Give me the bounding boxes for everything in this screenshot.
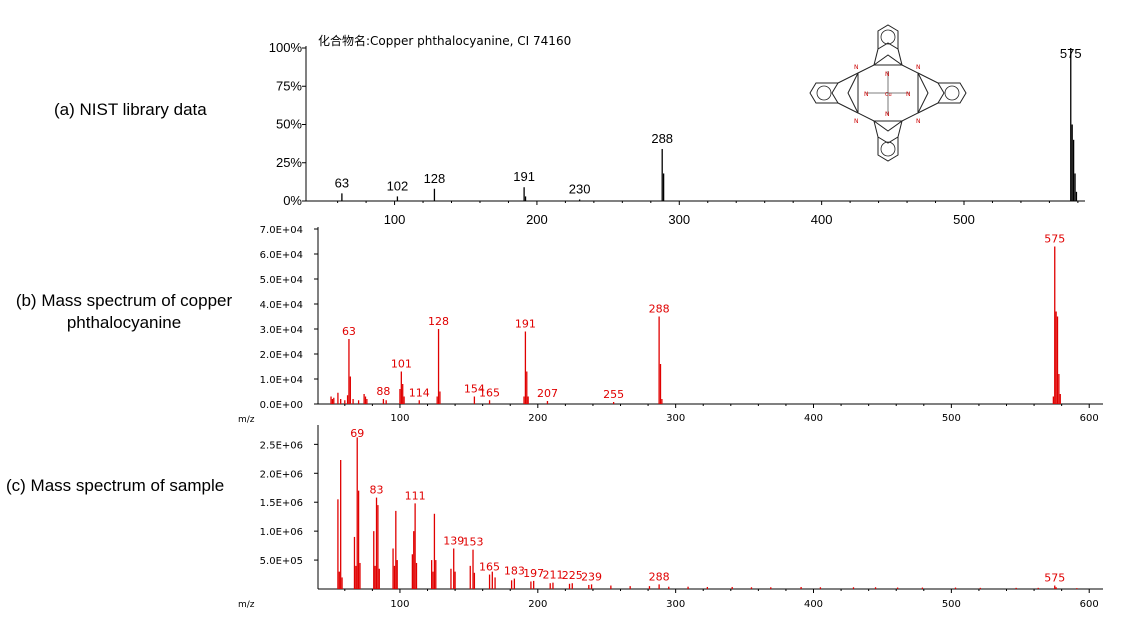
- caption-b: (b) Mass spectrum of copper phthalocyani…: [15, 291, 233, 332]
- nist-peak-label: 128: [424, 171, 446, 186]
- nist-peak-label: 191: [513, 169, 535, 184]
- sample-peak-label: 83: [370, 484, 384, 497]
- cupc-peak-label: 154: [464, 383, 485, 396]
- sample-peak-label: 225: [562, 569, 583, 582]
- sample-x-axis-label: m/z: [238, 600, 255, 610]
- svg-text:N: N: [854, 118, 859, 125]
- nist-ytick-label: 25%: [276, 155, 302, 170]
- sample-peak-label: 153: [463, 536, 484, 549]
- cupc-xtick-label: 300: [666, 413, 685, 424]
- nist-ytick-label: 100%: [269, 40, 303, 55]
- cupc-ytick-label: 7.0E+04: [260, 225, 303, 236]
- cupc-ytick-label: 2.0E+04: [260, 350, 303, 361]
- sample-peak-label: 197: [523, 567, 544, 580]
- nist-xtick-label: 100: [384, 212, 406, 227]
- caption-a: (a) NIST library data: [54, 100, 207, 119]
- cupc-peak-label: 63: [342, 325, 356, 338]
- nist-peak-label: 63: [335, 175, 349, 190]
- nist-xtick-label: 300: [668, 212, 690, 227]
- svg-text:N: N: [916, 118, 921, 125]
- nist-ytick-label: 75%: [276, 78, 302, 93]
- nist-ytick-label: 50%: [276, 117, 302, 132]
- cupc-xtick-label: 200: [528, 413, 547, 424]
- cupc-ytick-label: 3.0E+04: [260, 325, 303, 336]
- cupc-ytick-label: 5.0E+04: [260, 275, 303, 286]
- nist-peak-label: 288: [651, 131, 673, 146]
- copper-phthalocyanine-structure-icon: Cu N N N N N N N N: [809, 24, 967, 162]
- svg-text:N: N: [916, 64, 921, 71]
- sample-peak-label: 575: [1044, 572, 1065, 585]
- svg-text:N: N: [864, 91, 869, 98]
- svg-text:N: N: [906, 91, 911, 98]
- sample-xtick-label: 400: [804, 599, 823, 610]
- cupc-peak-label: 114: [409, 386, 430, 399]
- svg-text:N: N: [885, 111, 890, 118]
- sample-peak-label: 111: [405, 489, 426, 502]
- cupc-peak-label: 191: [515, 318, 536, 331]
- sample-xtick-label: 300: [666, 599, 685, 610]
- cupc-xtick-label: 600: [1080, 413, 1099, 424]
- nist-peak-label: 575: [1060, 46, 1082, 61]
- nist-chart-title: 化合物名:Copper phthalocyanine, CI 74160: [318, 33, 571, 48]
- sample-ytick-label: 1.5E+06: [260, 498, 303, 509]
- cupc-x-axis-label: m/z: [238, 415, 255, 425]
- cupc-ytick-label: 4.0E+04: [260, 300, 303, 311]
- sample-peak-label: 239: [581, 570, 602, 583]
- caption-c: (c) Mass spectrum of sample: [6, 476, 225, 495]
- svg-text:Cu: Cu: [885, 92, 892, 98]
- cupc-ytick-label: 6.0E+04: [260, 250, 303, 261]
- cupc-peak-label: 165: [479, 386, 500, 399]
- nist-ytick-label: 0%: [283, 193, 302, 208]
- sample-xtick-label: 100: [390, 599, 409, 610]
- cupc-xtick-label: 400: [804, 413, 823, 424]
- sample-ytick-label: 2.5E+06: [260, 440, 303, 451]
- cupc-peak-label: 88: [376, 385, 390, 398]
- sample-xtick-label: 200: [528, 599, 547, 610]
- cupc-peak-label: 101: [391, 358, 412, 371]
- cupc-peak-label: 255: [603, 388, 624, 401]
- sample-peak-label: 211: [542, 569, 563, 582]
- sample-ytick-label: 2.0E+06: [260, 469, 303, 480]
- sample-peak-label: 139: [443, 535, 464, 548]
- svg-text:N: N: [885, 71, 890, 78]
- nist-xtick-label: 500: [953, 212, 975, 227]
- cupc-peak-label: 128: [428, 315, 449, 328]
- cupc-ytick-label: 0.0E+00: [260, 400, 303, 411]
- sample-peak-label: 183: [504, 565, 525, 578]
- sample-xtick-label: 500: [942, 599, 961, 610]
- nist-peak-label: 230: [569, 181, 591, 196]
- sample-peak-label: 288: [649, 570, 670, 583]
- cupc-xtick-label: 100: [390, 413, 409, 424]
- cupc-peak-label: 207: [537, 387, 558, 400]
- nist-peak-label: 102: [387, 178, 409, 193]
- sample-ytick-label: 5.0E+05: [260, 556, 303, 567]
- nist-xtick-label: 200: [526, 212, 548, 227]
- sample-peak-label: 69: [350, 427, 364, 440]
- cupc-ytick-label: 1.0E+04: [260, 375, 303, 386]
- svg-text:N: N: [854, 64, 859, 71]
- cupc-peak-label: 288: [649, 303, 670, 316]
- sample-xtick-label: 600: [1080, 599, 1099, 610]
- cupc-peak-label: 575: [1044, 233, 1065, 246]
- sample-peak-label: 165: [479, 561, 500, 574]
- nist-xtick-label: 400: [811, 212, 833, 227]
- sample-ytick-label: 1.0E+06: [260, 527, 303, 538]
- cupc-xtick-label: 500: [942, 413, 961, 424]
